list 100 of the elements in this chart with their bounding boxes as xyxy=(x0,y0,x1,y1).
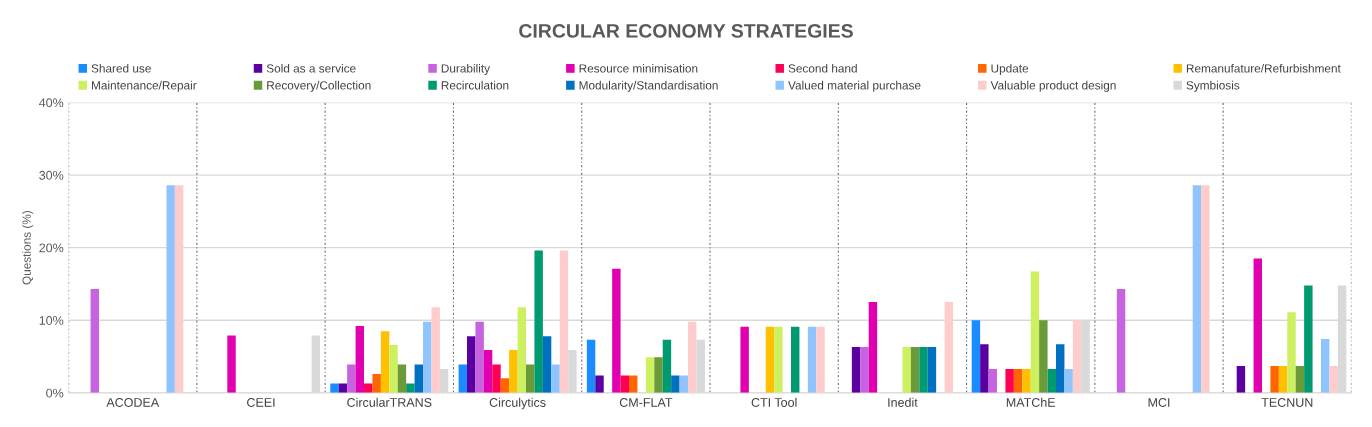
bar xyxy=(568,350,577,393)
bar xyxy=(910,347,920,393)
y-tick-label: 20% xyxy=(39,243,64,253)
x-tick-label: Inedit xyxy=(888,397,918,407)
bar xyxy=(774,326,783,393)
x-tick-label: CEEI xyxy=(247,398,275,407)
bar xyxy=(166,185,175,393)
bar xyxy=(492,364,501,393)
bar xyxy=(586,339,596,393)
bar xyxy=(1030,271,1040,393)
bar xyxy=(380,331,390,393)
bar xyxy=(467,336,476,393)
legend-label: Valued material purchase xyxy=(788,80,921,92)
bar xyxy=(944,302,954,393)
bar xyxy=(311,335,321,393)
bar xyxy=(971,320,981,393)
bar xyxy=(1287,312,1296,393)
y-axis-title: Questions (%) xyxy=(22,210,34,285)
bar xyxy=(1201,185,1210,393)
bar xyxy=(620,375,630,393)
x-tick-label: TECNUN xyxy=(1261,398,1313,407)
legend-label: Shared use xyxy=(91,63,151,73)
x-tick-label: CTI Tool xyxy=(751,397,797,407)
legend-label: Valuable product design xyxy=(990,80,1116,92)
bar xyxy=(1013,368,1023,393)
bar xyxy=(791,326,800,393)
bar xyxy=(355,326,365,393)
bar xyxy=(347,364,356,393)
bar xyxy=(423,321,432,393)
bar xyxy=(1329,365,1338,393)
bar xyxy=(1039,320,1048,393)
bar xyxy=(902,347,911,393)
bar xyxy=(696,339,705,393)
x-tick-label: ACODEA xyxy=(106,398,160,407)
bar xyxy=(927,347,937,393)
x-tick-label: CircularTRANS xyxy=(347,397,432,407)
bar xyxy=(688,321,697,393)
bar xyxy=(559,250,569,393)
bar xyxy=(397,364,407,393)
bar xyxy=(1064,368,1073,393)
bar xyxy=(1005,368,1014,393)
bar xyxy=(1192,185,1202,393)
bar xyxy=(330,383,339,393)
bar xyxy=(740,326,749,393)
bar xyxy=(629,375,638,393)
bar xyxy=(1047,368,1056,393)
bar xyxy=(595,375,604,393)
bar xyxy=(671,375,680,393)
bar xyxy=(1278,365,1288,393)
bar xyxy=(860,347,869,393)
x-tick-label: MCI xyxy=(1148,398,1170,407)
bar xyxy=(654,357,663,393)
bar xyxy=(90,289,100,393)
bar xyxy=(1295,365,1305,393)
bar xyxy=(679,375,689,393)
bar xyxy=(500,378,510,393)
y-tick-label: 30% xyxy=(39,170,64,180)
bar xyxy=(517,307,527,393)
bar xyxy=(227,335,236,393)
y-tick-label: 10% xyxy=(39,316,64,325)
bar xyxy=(458,364,468,393)
bar xyxy=(338,383,348,393)
bar xyxy=(1253,258,1262,393)
legend-label: Recovery/Collection xyxy=(267,80,371,92)
legend-label: Modularity/Standardisation xyxy=(579,80,718,92)
bar xyxy=(1022,368,1031,393)
bar xyxy=(1236,365,1246,393)
bar xyxy=(389,344,398,393)
legend-label: Maintenance/Repair xyxy=(92,80,197,92)
bar xyxy=(534,250,543,393)
bar xyxy=(174,185,184,393)
legend-label: Update xyxy=(991,63,1029,75)
bar xyxy=(1056,344,1065,393)
bar xyxy=(364,383,373,393)
bar xyxy=(551,364,560,393)
bar xyxy=(851,347,861,393)
bar xyxy=(406,383,415,393)
bar xyxy=(662,339,672,393)
legend-label: Resource minimisation xyxy=(579,63,698,73)
y-tick-label: 40% xyxy=(39,98,64,108)
legend-label: Remanufature/Refurbishment xyxy=(1186,63,1341,73)
legend-label: Second hand xyxy=(788,63,857,73)
bar xyxy=(439,368,449,393)
bar xyxy=(475,321,484,393)
bar xyxy=(414,364,424,393)
bar xyxy=(919,347,928,393)
bar xyxy=(1116,289,1126,393)
legend-label: Durability xyxy=(441,63,491,75)
bar xyxy=(612,268,621,393)
legend-label: Sold as a service xyxy=(266,63,356,73)
bar xyxy=(765,326,775,393)
bar xyxy=(483,350,493,393)
bar xyxy=(509,350,518,393)
y-tick-label: 0% xyxy=(46,388,64,398)
legend-label: Symbiosis xyxy=(1186,80,1240,92)
x-tick-label: CM-FLAT xyxy=(619,398,673,407)
bar xyxy=(807,326,817,393)
bar xyxy=(988,368,997,393)
x-tick-label: Circulytics xyxy=(489,397,546,410)
bar xyxy=(1072,320,1082,393)
